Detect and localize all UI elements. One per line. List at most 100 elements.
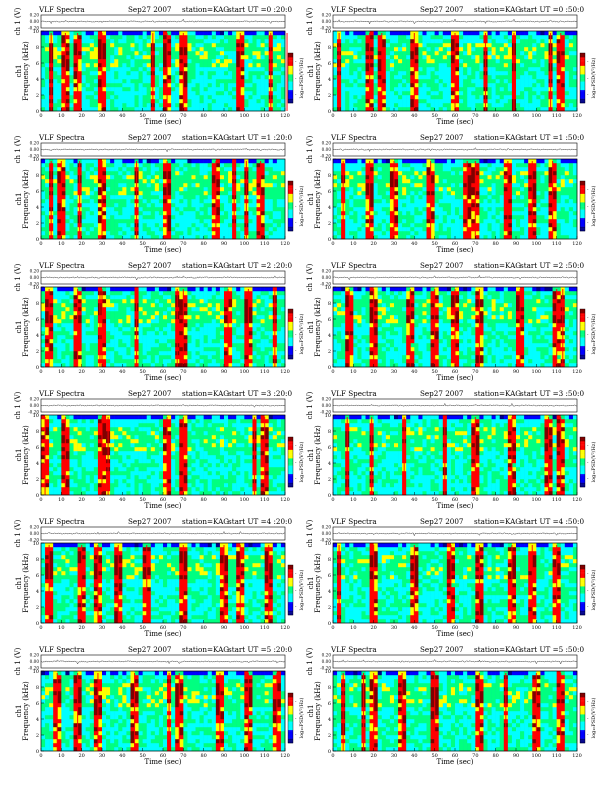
- spectrogram-cell: [414, 179, 419, 184]
- spectrogram-cell: [85, 55, 90, 60]
- colorbar-segment: [288, 192, 293, 195]
- spectrogram-cell: [142, 47, 147, 52]
- spectrogram-cell: [110, 31, 115, 36]
- spectrogram-cell: [369, 175, 374, 180]
- spectrogram-cell: [175, 227, 180, 232]
- spectrogram-cell: [491, 203, 496, 208]
- spectrogram-cell: [511, 199, 517, 204]
- spectrogram-cell: [536, 159, 541, 164]
- spectrogram-cell: [426, 167, 431, 172]
- spectrogram-cell: [203, 91, 208, 96]
- spectrogram-cell: [568, 107, 574, 112]
- spectrogram-cell: [268, 207, 273, 212]
- spectrogram-cell: [365, 39, 370, 44]
- spectrogram-cell: [333, 35, 338, 40]
- spectrogram-cell: [167, 207, 172, 212]
- spectrogram-cell: [110, 219, 115, 224]
- spectrogram-cell: [276, 167, 282, 172]
- spectrogram-cell: [97, 167, 103, 172]
- spectrogram-cell: [102, 47, 107, 52]
- spectrogram-cell: [203, 223, 208, 228]
- spectrogram-cell: [130, 211, 135, 216]
- spectrogram-cell: [414, 95, 419, 100]
- spectrogram-cell: [134, 47, 139, 52]
- spectrogram-cell: [41, 47, 46, 52]
- spectrogram-cell: [442, 211, 448, 216]
- spectrogram-cell: [357, 55, 362, 60]
- spectrogram-cell: [276, 55, 282, 60]
- spectrogram-cell: [207, 39, 212, 44]
- spectrogram-cell: [333, 219, 338, 224]
- spectrogram-cell: [118, 231, 123, 236]
- spectrogram-cell: [256, 183, 261, 188]
- spectrogram-cell: [422, 51, 427, 56]
- spectrogram-cell: [179, 99, 184, 104]
- spectrogram-cell: [73, 43, 78, 48]
- spectrogram-cell: [369, 211, 374, 216]
- spectrogram-cell: [450, 227, 456, 232]
- spectrogram-cell: [240, 223, 245, 228]
- spectrogram-cell: [41, 195, 46, 200]
- spectrogram-cell: [61, 71, 66, 76]
- spectrogram-cell: [524, 75, 529, 80]
- spectrogram-cell: [256, 59, 261, 64]
- spectrogram-cell: [130, 55, 135, 60]
- spectrogram-cell: [467, 95, 472, 100]
- spectrogram-cell: [158, 223, 164, 228]
- spectrogram-cell: [224, 99, 229, 104]
- spectrogram-cell: [171, 195, 176, 200]
- spectrogram-cell: [53, 179, 58, 184]
- spectrogram-cell: [572, 35, 578, 40]
- spectrogram-cell: [272, 167, 278, 172]
- spectrogram-cell: [61, 179, 66, 184]
- spectrogram-cell: [142, 203, 147, 208]
- time-tick-label: 70: [472, 113, 478, 119]
- spectrogram-cell: [154, 103, 160, 108]
- spectrogram-cell: [507, 195, 513, 200]
- spectrogram-cell: [353, 63, 358, 68]
- spectrogram-cell: [89, 75, 95, 80]
- spectrogram-cell: [410, 83, 415, 88]
- spectrogram-cell: [211, 67, 217, 72]
- spectrogram-cell: [426, 91, 431, 96]
- spectrogram-cell: [150, 167, 156, 172]
- spectrogram-cell: [520, 55, 525, 60]
- spectrogram-cell: [187, 35, 192, 40]
- spectrogram-cell: [487, 59, 492, 64]
- spectrogram-cell: [357, 35, 362, 40]
- spectrogram-cell: [568, 59, 574, 64]
- spectrogram-cell: [138, 211, 143, 216]
- spectrogram-cell: [175, 175, 180, 180]
- spectrogram-cell: [442, 87, 448, 92]
- spectrogram-cell: [369, 91, 374, 96]
- spectrogram-cell: [179, 203, 184, 208]
- spectrogram-cell: [503, 167, 509, 172]
- spectrogram-cell: [179, 35, 184, 40]
- spectrogram-cell: [442, 187, 448, 192]
- spectrogram-cell: [264, 87, 269, 92]
- spectrogram-cell: [475, 231, 480, 236]
- spectrogram-cell: [373, 171, 378, 176]
- spectrogram-cell: [353, 231, 358, 236]
- spectrogram-cell: [552, 63, 557, 68]
- spectrogram-cell: [430, 71, 435, 76]
- spectrogram-cell: [365, 99, 370, 104]
- spectrogram-cell: [572, 51, 578, 56]
- spectrogram-cell: [560, 71, 565, 76]
- spectrogram-cell: [228, 175, 233, 180]
- spectrogram-cell: [179, 95, 184, 100]
- spectrogram-cell: [195, 67, 200, 72]
- spectrogram-cell: [211, 83, 217, 88]
- spectrogram-cell: [520, 67, 525, 72]
- spectrogram-cell: [406, 171, 411, 176]
- spectrogram-cell: [467, 167, 472, 172]
- spectrogram-cell: [491, 231, 496, 236]
- spectrogram-cell: [183, 31, 188, 36]
- spectrogram-cell: [389, 191, 395, 196]
- spectrogram-cell: [118, 55, 123, 60]
- spectrogram-cell: [471, 103, 476, 108]
- spectrogram-cell: [394, 83, 399, 88]
- spectrogram-cell: [511, 179, 517, 184]
- spectrogram-cell: [110, 207, 115, 212]
- spectrogram-cell: [219, 187, 225, 192]
